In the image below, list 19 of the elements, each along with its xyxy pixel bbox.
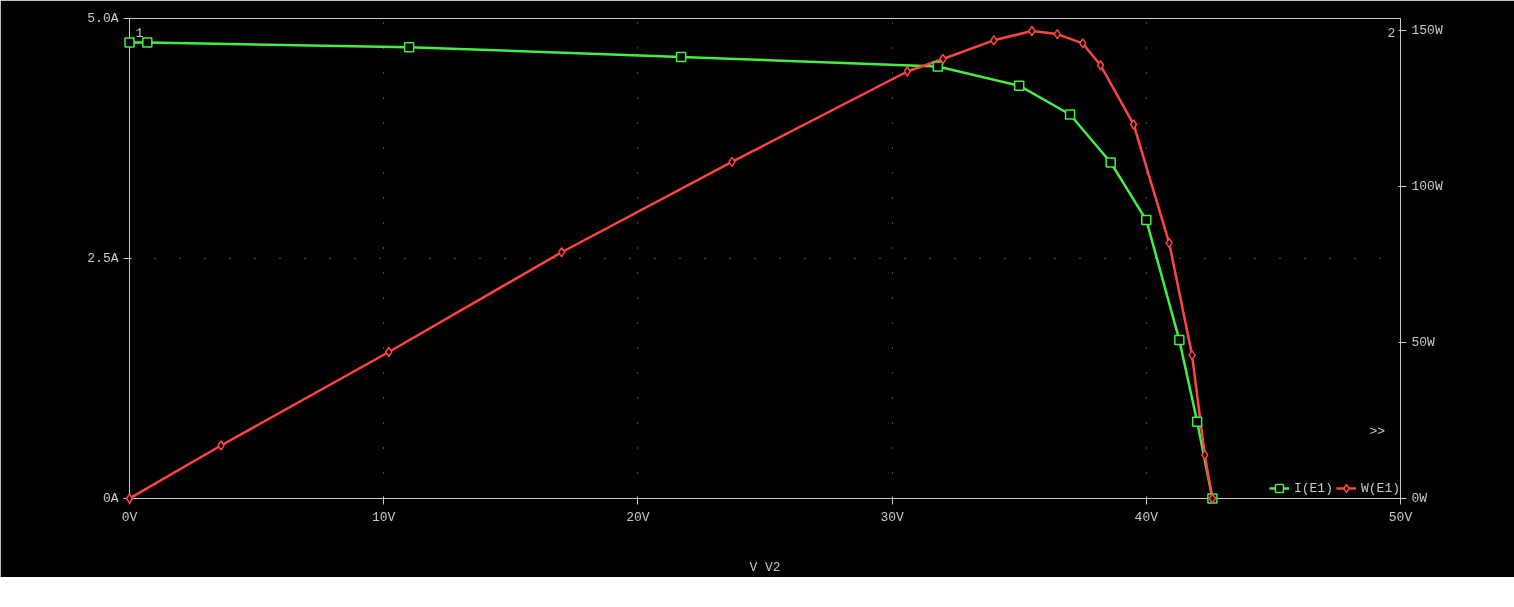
- y2-tick-label: 50W: [1411, 335, 1436, 351]
- legend-label: I(E1): [1293, 480, 1333, 496]
- y-tick-label: 2.5A: [87, 251, 119, 266]
- annotation: 1: [135, 25, 144, 41]
- annotation: 2: [1387, 25, 1396, 41]
- y2-tick-label: 150W: [1411, 23, 1443, 39]
- x-tick-label: 30V: [880, 509, 904, 525]
- x-axis-title: V V2: [749, 559, 781, 575]
- x-tick-label: 40V: [1134, 509, 1159, 525]
- x-tick-label: 0V: [121, 509, 138, 525]
- annotation: >>: [1369, 423, 1386, 439]
- y2-tick-label: 100W: [1411, 179, 1443, 195]
- x-tick-label: 50V: [1388, 509, 1413, 525]
- x-tick-label: 20V: [626, 509, 650, 525]
- y-tick-label: 0A: [102, 491, 119, 506]
- legend-label: W(E1): [1360, 480, 1400, 496]
- x-tick-label: 10V: [372, 509, 396, 525]
- y-tick-label: 5.0A: [87, 11, 119, 26]
- y2-tick-label: 0W: [1411, 491, 1428, 506]
